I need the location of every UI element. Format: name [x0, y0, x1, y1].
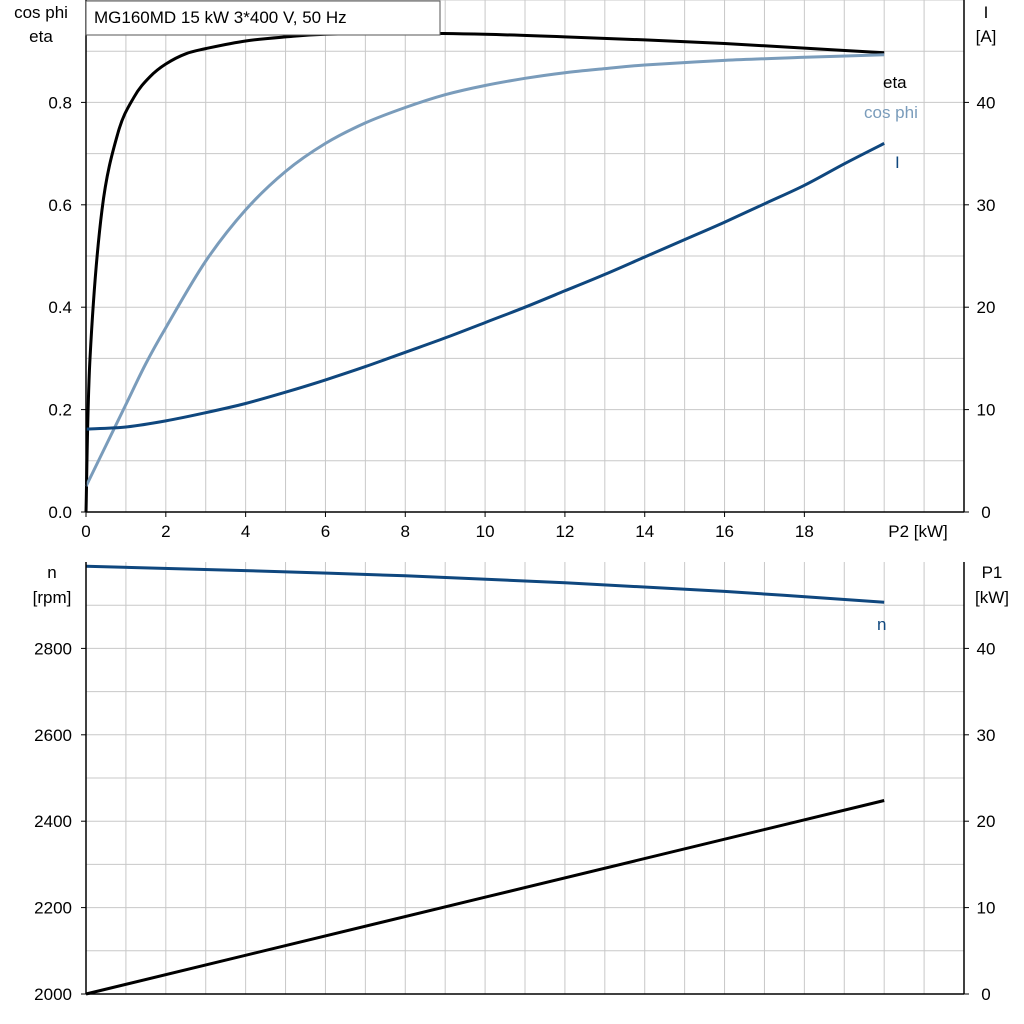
top-x-axis-title: P2 [kW] [888, 522, 948, 541]
top-x-tick-label: 6 [321, 522, 330, 541]
bottom-chart-curves [85, 564, 885, 996]
top-x-tick-label: 0 [81, 522, 90, 541]
top-left-tick-label: 0.8 [48, 93, 72, 112]
cos-phi-curve [84, 53, 885, 488]
input-power-curve [85, 799, 885, 996]
top-right-tick-label: 10 [977, 401, 996, 420]
bottom-left-axis-title-line2: [rpm] [33, 588, 72, 607]
top-left-tick-label: 0.4 [48, 298, 72, 317]
chart-title: MG160MD 15 kW 3*400 V, 50 Hz [94, 8, 347, 27]
plot-frames [85, 0, 965, 995]
bottom-right-axis-title-line1: P1 [982, 563, 1003, 582]
bottom-right-tick-label: 40 [977, 639, 996, 658]
cos-phi-series-label: cos phi [864, 103, 918, 122]
top-right-tick-label: 0 [981, 503, 990, 522]
bottom-left-tick-label: 2400 [34, 812, 72, 831]
bottom-left-axis-title-line1: n [47, 563, 56, 582]
top-left-axis-title-line2: eta [29, 27, 53, 46]
top-left-tick-label: 0.6 [48, 196, 72, 215]
title-box [85, 0, 441, 36]
top-x-tick-label: 8 [401, 522, 410, 541]
bottom-right-tick-label: 30 [977, 726, 996, 745]
top-x-tick-label: 14 [635, 522, 654, 541]
tick-labels: 0 2 4 6 8 10 12 14 16 18 0.0 0.2 0.4 0.6 0.8 0 10 20 30 40 2… [34, 93, 995, 1004]
bottom-left-tick-label: 2200 [34, 899, 72, 918]
top-left-tick-label: 0.0 [48, 503, 72, 522]
speed-series-label: n [877, 615, 886, 634]
bottom-left-tick-label: 2000 [34, 985, 72, 1004]
current-curve [85, 142, 885, 431]
top-right-tick-label: 30 [977, 196, 996, 215]
current-series-label: I [895, 153, 900, 172]
eta-series-label: eta [883, 73, 907, 92]
top-x-tick-label: 10 [476, 522, 495, 541]
top-x-tick-label: 18 [795, 522, 814, 541]
top-left-tick-label: 0.2 [48, 401, 72, 420]
top-x-tick-label: 4 [241, 522, 250, 541]
eta-curve [84, 31, 885, 513]
top-left-axis-title-line1: cos phi [14, 3, 68, 22]
top-right-axis-title-line2: [A] [976, 27, 997, 46]
top-chart-curves [84, 31, 885, 513]
top-right-axis-title-line1: I [984, 3, 989, 22]
top-x-tick-label: 12 [555, 522, 574, 541]
top-x-tick-label: 2 [161, 522, 170, 541]
bottom-right-tick-label: 0 [981, 985, 990, 1004]
bottom-left-tick-label: 2800 [34, 639, 72, 658]
bottom-chart-grid [86, 562, 964, 994]
bottom-left-tick-label: 2600 [34, 726, 72, 745]
top-right-tick-label: 40 [977, 93, 996, 112]
bottom-right-tick-label: 10 [977, 899, 996, 918]
bottom-right-axis-title-line2: [kW] [975, 588, 1009, 607]
top-x-tick-label: 16 [715, 522, 734, 541]
top-right-tick-label: 20 [977, 298, 996, 317]
bottom-right-tick-label: 20 [977, 812, 996, 831]
speed-curve [85, 564, 885, 604]
